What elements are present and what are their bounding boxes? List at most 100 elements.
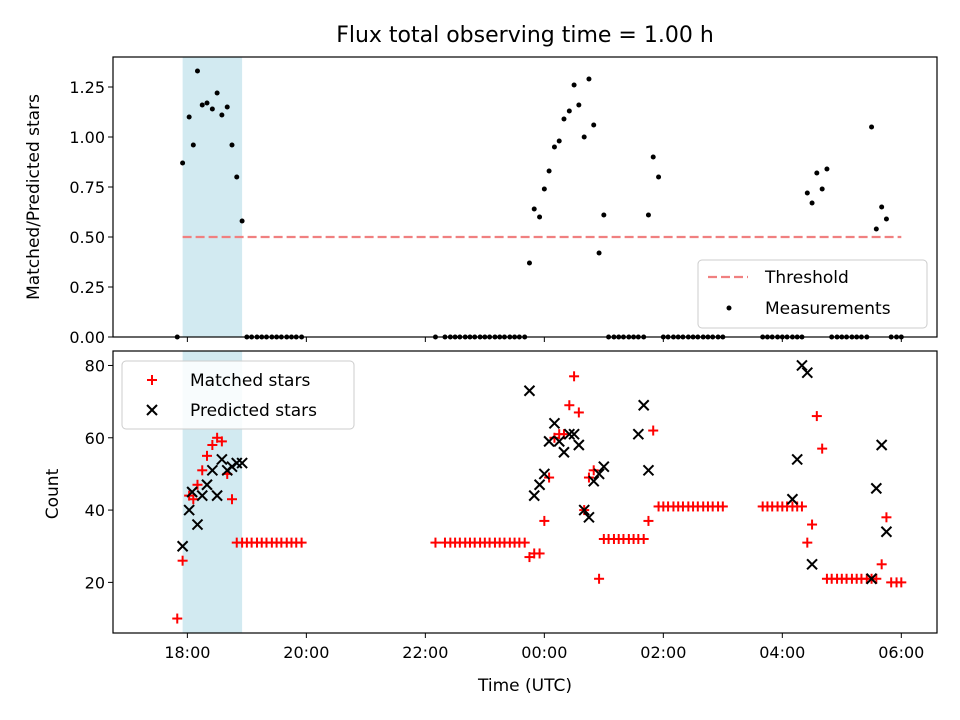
x-stroke-b [196, 489, 208, 502]
predicted-star-point [201, 479, 213, 491]
x-stroke-b [578, 504, 590, 516]
x-tick-label: 20:00 [283, 643, 329, 662]
matched-star-point [876, 559, 887, 570]
x-tick-label: 02:00 [640, 643, 686, 662]
y-tick-label: 0.25 [69, 278, 105, 297]
measurement-point [556, 138, 562, 144]
measurement-point [209, 106, 215, 112]
x-stroke-b [558, 446, 570, 458]
measurement-point [804, 190, 810, 196]
x-stroke-b [642, 464, 655, 477]
legend-measurements-label: Measurements [765, 299, 891, 319]
y-tick-label: 80 [85, 356, 105, 375]
x-tick-label: 22:00 [402, 643, 448, 662]
legend-measurements-swatch [726, 305, 732, 311]
measurement-point [541, 186, 547, 192]
matched-star-point [817, 443, 828, 454]
y-tick-label: 0.00 [69, 328, 105, 347]
y-tick-label: 0.50 [69, 228, 105, 247]
measurement-point [601, 212, 607, 218]
predicted-star-point [637, 399, 650, 411]
predicted-star-point [236, 457, 248, 469]
predicted-star-point [583, 511, 595, 524]
matched-star-point [197, 465, 208, 476]
measurement-point [819, 186, 825, 192]
x-stroke-b [563, 428, 576, 440]
x-stroke-b [865, 573, 878, 585]
matched-star-point [569, 371, 580, 382]
matched-star-point [796, 501, 807, 512]
x-axis-label: Time (UTC) [477, 676, 572, 696]
y-tick-label: 60 [85, 429, 105, 448]
measurement-point [824, 166, 830, 172]
matched-star-point [226, 494, 237, 505]
measurement-point [190, 142, 196, 148]
predicted-star-point [538, 468, 551, 480]
matched-star-point [192, 479, 203, 490]
predicted-star-point [563, 428, 576, 440]
x-stroke-b [786, 493, 799, 505]
matched-star-point [717, 501, 728, 512]
measurement-point [214, 90, 220, 96]
predicted-star-point [632, 428, 645, 440]
y-tick-label: 1.25 [69, 78, 105, 97]
measurement-point [204, 100, 210, 106]
matched-star-point [539, 515, 550, 526]
legend-box [121, 360, 355, 430]
x-stroke-b [598, 460, 610, 473]
matched-star-point [807, 519, 818, 530]
matched-star-point [573, 407, 584, 418]
measurement-point [656, 174, 662, 180]
matched-star-point [534, 548, 545, 559]
y-tick-label: 1.00 [69, 128, 105, 147]
measurement-point [229, 142, 235, 148]
matched-star-point [881, 512, 892, 523]
measurement-point [586, 76, 592, 82]
x-stroke-b [211, 489, 223, 502]
predicted-star-point [528, 489, 540, 502]
x-stroke-b [548, 417, 561, 430]
x-stroke-b [236, 457, 248, 469]
measurement-point [537, 214, 543, 220]
predicted-star-point [642, 464, 655, 477]
x-tick-label: 18:00 [164, 643, 210, 662]
matched-star-point [216, 436, 227, 447]
predicted-star-point [558, 446, 570, 458]
measurement-point [581, 134, 587, 140]
matched-star-point [896, 577, 907, 588]
x-stroke-b [870, 482, 883, 495]
measurement-point [650, 154, 656, 160]
matched-star-point [588, 465, 599, 476]
measurement-point [224, 104, 230, 110]
measurement-point [186, 114, 192, 120]
x-stroke-b [553, 435, 565, 448]
x-stroke-b [880, 526, 893, 538]
predicted-star-point [191, 518, 204, 531]
predicted-star-point [593, 468, 605, 480]
predicted-star-point [183, 504, 195, 516]
measurement-point [194, 68, 200, 74]
chart-title: Flux total observing time = 1.00 h [336, 23, 714, 48]
predicted-star-point [806, 558, 818, 571]
measurement-point [879, 204, 885, 210]
x-stroke-b [206, 464, 219, 477]
measurement-point [526, 260, 532, 266]
x-stroke-b [593, 468, 605, 480]
top-y-axis-label: Matched/Predicted stars [24, 94, 44, 300]
matched-star-point [188, 494, 199, 505]
matched-star-point [519, 537, 530, 548]
predicted-star-point [791, 453, 803, 466]
matched-star-point [811, 411, 822, 422]
predicted-star-point [573, 439, 585, 451]
ratio-panel: 0.00 0.25 0.50 0.75 1.00 1.25 Threshold Measure… [69, 56, 938, 347]
legend-threshold-label: Threshold [764, 268, 849, 288]
measurement-point [645, 212, 651, 218]
measurement-point [883, 216, 889, 222]
bottom-legend: Matched stars Predicted stars [121, 360, 355, 430]
matched-star-point [643, 515, 654, 526]
x-stroke-b [583, 511, 595, 524]
measurement-point [234, 174, 240, 180]
matched-star-point [638, 534, 649, 544]
predicted-star-point [865, 573, 878, 585]
